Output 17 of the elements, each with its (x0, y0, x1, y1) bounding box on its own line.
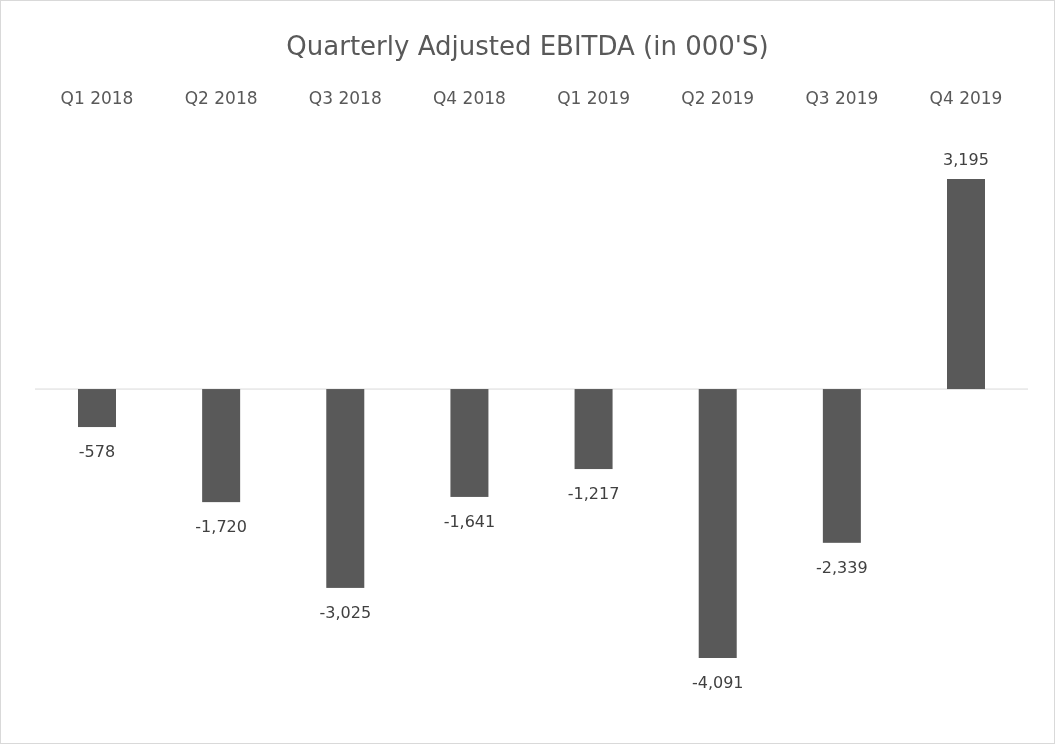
data-label: -3,025 (319, 602, 372, 622)
data-label: -578 (78, 442, 116, 462)
x-tick-label: Q4 2019 (929, 88, 1003, 108)
x-tick-label: Q3 2018 (308, 88, 382, 108)
x-tick-label: Q3 2019 (805, 88, 879, 108)
data-label: -2,339 (816, 557, 868, 577)
x-tick-label: Q2 2019 (681, 88, 755, 108)
chart-title: Quarterly Adjusted EBITDA (in 000'S) (286, 31, 769, 61)
x-tick-label: Q1 2018 (60, 88, 134, 108)
x-tick-label: Q4 2018 (432, 88, 506, 108)
x-tick-label: Q1 2019 (557, 88, 631, 108)
data-label: 3,195 (943, 150, 989, 169)
data-label: -4,091 (691, 673, 744, 692)
data-label: -1,217 (567, 484, 620, 504)
x-tick-label: Q2 2018 (184, 88, 258, 108)
data-label: -1,720 (195, 517, 247, 537)
data-label: -1,641 (443, 511, 496, 531)
